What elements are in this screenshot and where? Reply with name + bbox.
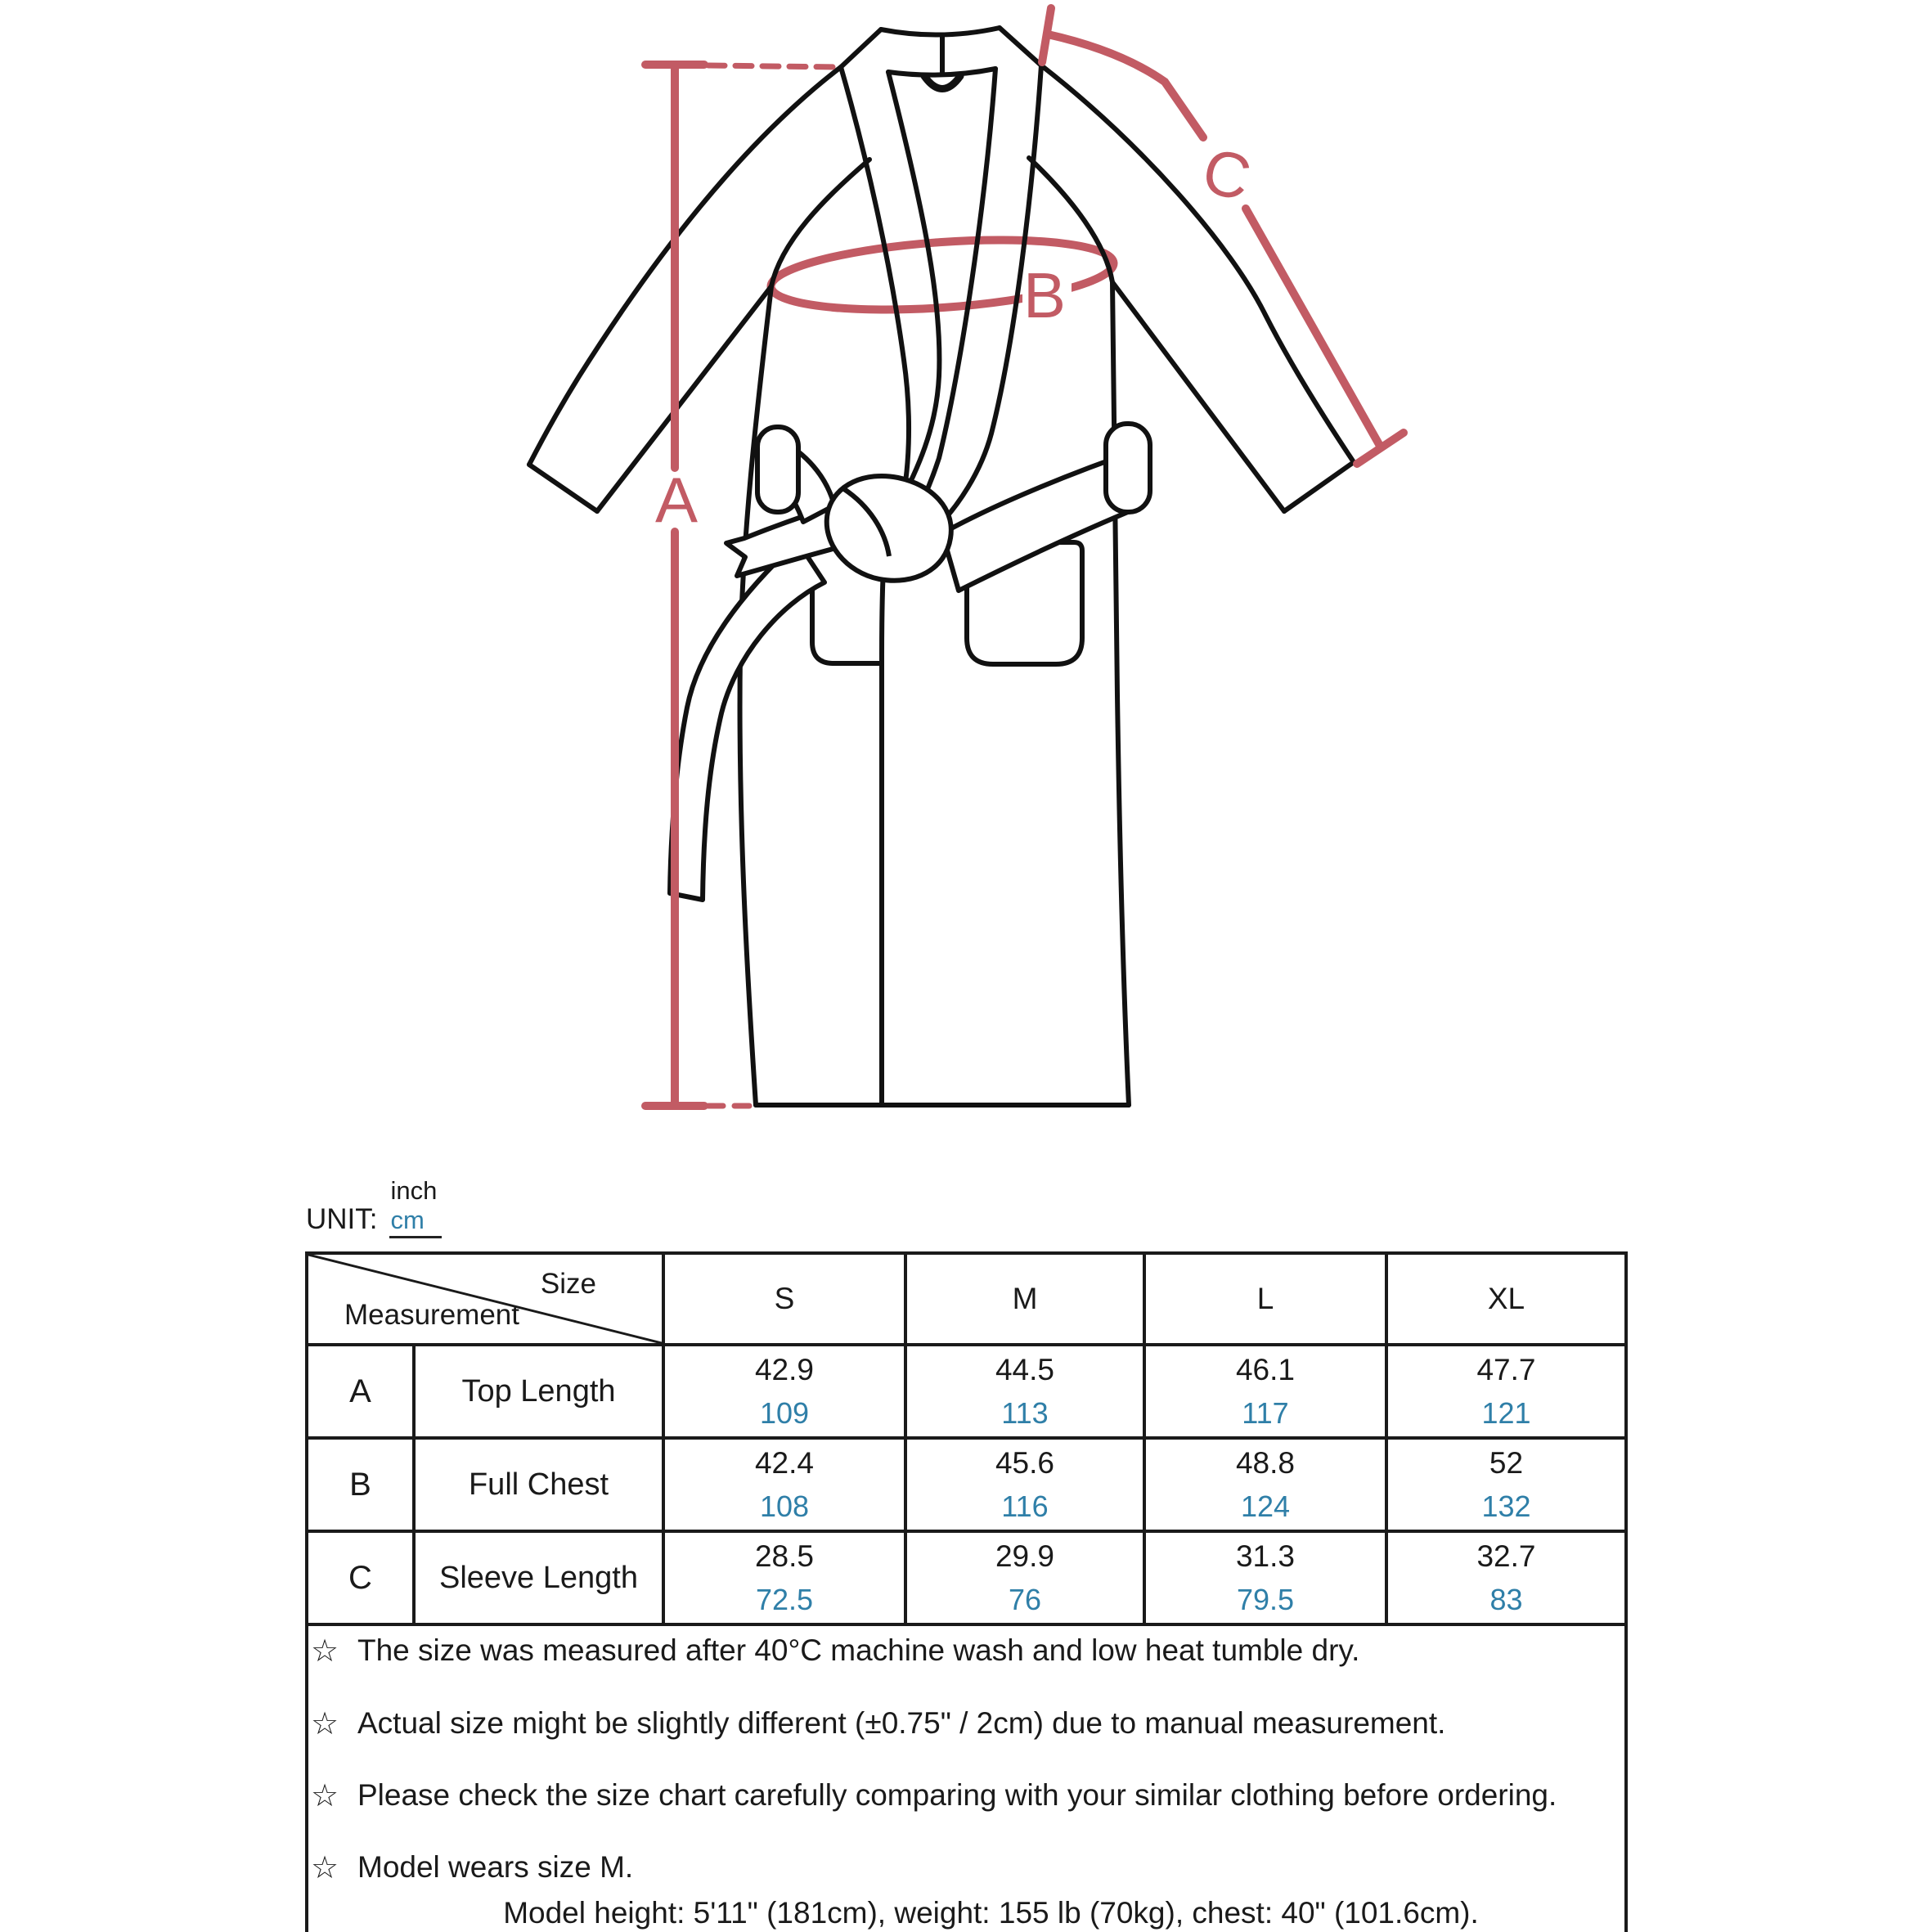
table-row: B Full Chest 42.4 108 45.6 116 48.8 124 … <box>305 1436 1628 1533</box>
notes-row: ☆ The size was measured after 40°C machi… <box>305 1623 1628 1932</box>
value-cell: 29.9 76 <box>904 1530 1146 1626</box>
cm-value: 124 <box>1240 1489 1291 1523</box>
note-item: ☆ Please check the size chart carefully … <box>308 1776 1624 1816</box>
inch-value: 44.5 <box>995 1352 1054 1386</box>
note-item: ☆ Model wears size M. <box>308 1848 1624 1888</box>
label-top-length: A <box>655 464 698 536</box>
col-header-xl: XL <box>1385 1251 1628 1346</box>
row-letter: A <box>305 1343 416 1440</box>
cm-value: 121 <box>1481 1395 1531 1430</box>
table-header-row: Size Measurement S M L XL <box>305 1251 1628 1346</box>
note-text-line2: Model height: 5'11" (181cm), weight: 155… <box>503 1895 1479 1930</box>
inch-value: 29.9 <box>995 1539 1054 1573</box>
inch-value: 46.1 <box>1235 1352 1295 1386</box>
value-cell: 46.1 117 <box>1143 1343 1388 1440</box>
corner-size-label: Size <box>540 1268 596 1300</box>
unit-inch: inch <box>390 1176 438 1205</box>
value-cell: 47.7 121 <box>1385 1343 1628 1440</box>
note-item: ☆ Actual size might be slightly differen… <box>308 1704 1624 1744</box>
unit-cm: cm <box>390 1205 425 1234</box>
cm-value: 83 <box>1489 1582 1523 1616</box>
robe-belt <box>667 421 1152 902</box>
value-cell: 44.5 113 <box>904 1343 1146 1440</box>
unit-block: UNIT: inch cm <box>306 1176 443 1239</box>
inch-value: 48.8 <box>1235 1445 1295 1480</box>
value-cell: 28.5 72.5 <box>662 1530 907 1626</box>
star-icon: ☆ <box>310 1777 339 1813</box>
col-header-l: L <box>1143 1251 1388 1346</box>
unit-label: UNIT: <box>306 1203 378 1236</box>
value-cell: 45.6 116 <box>904 1436 1146 1533</box>
row-name: Full Chest <box>412 1436 665 1533</box>
table-row: C Sleeve Length 28.5 72.5 29.9 76 31.3 7… <box>305 1530 1628 1626</box>
sleeve-line-lower <box>1242 204 1384 450</box>
row-name: Sleeve Length <box>412 1530 665 1626</box>
row-letter: B <box>305 1436 416 1533</box>
notes-cell: ☆ The size was measured after 40°C machi… <box>305 1623 1628 1932</box>
corner-cell: Size Measurement <box>305 1251 665 1346</box>
value-cell: 48.8 124 <box>1143 1436 1388 1533</box>
cm-value: 132 <box>1481 1489 1531 1523</box>
label-sleeve-length: C <box>1196 133 1258 214</box>
col-header-m: M <box>904 1251 1146 1346</box>
star-icon: ☆ <box>310 1633 339 1669</box>
measurement-annotations <box>641 4 1408 1110</box>
note-text: Please check the size chart carefully co… <box>357 1777 1557 1812</box>
cm-value: 117 <box>1242 1395 1289 1430</box>
cm-value: 79.5 <box>1236 1582 1295 1616</box>
value-cell: 42.9 109 <box>662 1343 907 1440</box>
diagonal-divider <box>308 1255 662 1343</box>
col-header-s: S <box>662 1251 907 1346</box>
note-text: The size was measured after 40°C machine… <box>357 1633 1360 1668</box>
label-full-chest: B <box>1023 259 1066 331</box>
row-name: Top Length <box>412 1343 665 1440</box>
cm-value: 72.5 <box>755 1582 814 1616</box>
measurement-letters: A B C <box>655 133 1258 536</box>
row-letter: C <box>305 1530 416 1626</box>
inch-value: 31.3 <box>1235 1539 1295 1573</box>
inch-value: 32.7 <box>1476 1539 1536 1573</box>
bathrobe-measurement-diagram: A B C <box>527 4 1408 1110</box>
star-icon: ☆ <box>310 1705 339 1741</box>
size-table: Size Measurement S M L XL A Top Length 4… <box>305 1251 1628 1932</box>
note-item: ☆ The size was measured after 40°C machi… <box>308 1631 1624 1671</box>
robe-outline <box>527 25 1356 1108</box>
cm-value: 108 <box>759 1489 810 1523</box>
cm-value: 76 <box>1008 1582 1042 1616</box>
inch-value: 42.4 <box>754 1445 814 1480</box>
cm-value: 116 <box>1001 1489 1049 1523</box>
value-cell: 42.4 108 <box>662 1436 907 1533</box>
cm-value: 109 <box>759 1395 810 1430</box>
inch-value: 28.5 <box>754 1539 814 1573</box>
value-cell: 32.7 83 <box>1385 1530 1628 1626</box>
cm-value: 113 <box>1001 1395 1049 1430</box>
inch-value: 45.6 <box>995 1445 1054 1480</box>
value-cell: 52 132 <box>1385 1436 1628 1533</box>
inch-value: 52 <box>1489 1445 1524 1480</box>
value-cell: 31.3 79.5 <box>1143 1530 1388 1626</box>
inch-value: 47.7 <box>1476 1352 1536 1386</box>
note-text: Actual size might be slightly different … <box>357 1705 1446 1740</box>
star-icon: ☆ <box>310 1849 339 1886</box>
note-text: Model wears size M. <box>357 1850 634 1885</box>
sleeve-line-upper <box>1044 30 1207 142</box>
unit-fraction: inch cm <box>389 1176 443 1239</box>
inch-value: 42.9 <box>754 1352 814 1386</box>
corner-measurement-label: Measurement <box>344 1299 519 1331</box>
table-row: A Top Length 42.9 109 44.5 113 46.1 117 … <box>305 1343 1628 1440</box>
